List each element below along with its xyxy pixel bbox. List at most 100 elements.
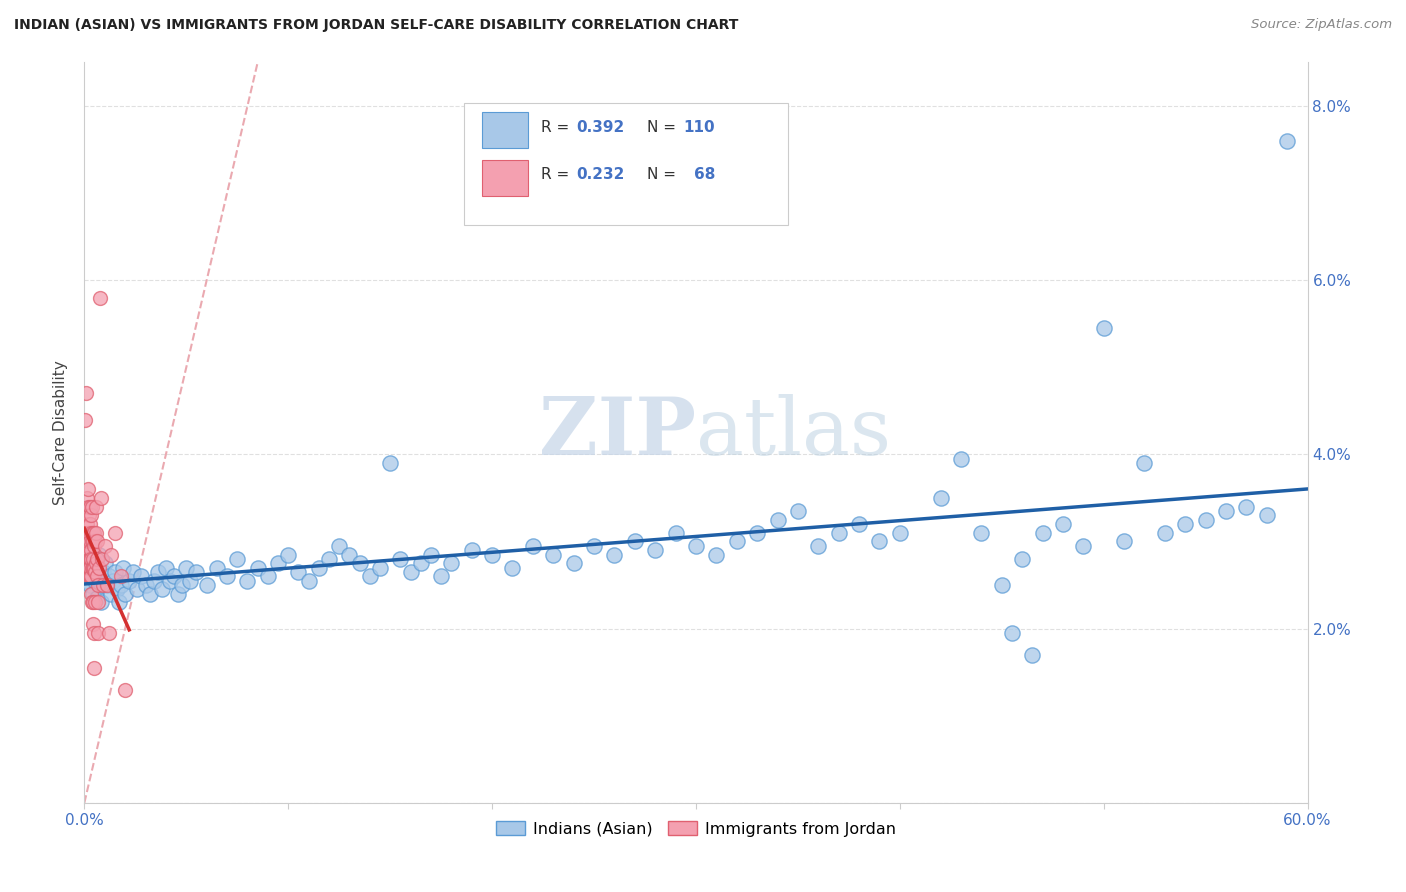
Point bbox=[83, 539, 105, 553]
Point bbox=[97, 569, 120, 583]
Point bbox=[277, 548, 299, 562]
Point bbox=[80, 587, 103, 601]
Point bbox=[77, 534, 100, 549]
Point bbox=[122, 565, 145, 579]
Text: 0.392: 0.392 bbox=[576, 120, 624, 135]
Point bbox=[1092, 321, 1115, 335]
Point bbox=[150, 582, 173, 597]
Point bbox=[1032, 525, 1054, 540]
Point bbox=[84, 500, 107, 514]
Point bbox=[82, 595, 104, 609]
Point bbox=[287, 565, 309, 579]
Point bbox=[80, 534, 103, 549]
Text: N =: N = bbox=[647, 168, 681, 183]
Point bbox=[84, 565, 107, 579]
Point bbox=[747, 525, 769, 540]
Point bbox=[217, 569, 239, 583]
Point bbox=[522, 539, 544, 553]
Point bbox=[82, 587, 104, 601]
Point bbox=[90, 578, 112, 592]
Point bbox=[359, 569, 381, 583]
Point bbox=[889, 525, 911, 540]
Point bbox=[86, 560, 108, 574]
Point bbox=[155, 560, 177, 574]
Point bbox=[848, 517, 870, 532]
Point bbox=[603, 548, 626, 562]
Point bbox=[110, 569, 132, 583]
Point bbox=[80, 569, 103, 583]
Point bbox=[583, 539, 606, 553]
Point bbox=[86, 552, 108, 566]
Point bbox=[380, 456, 402, 470]
Point bbox=[80, 543, 103, 558]
Point bbox=[76, 517, 98, 532]
Text: ZIP: ZIP bbox=[538, 393, 696, 472]
Point bbox=[142, 574, 165, 588]
Point bbox=[318, 552, 340, 566]
Point bbox=[1052, 517, 1074, 532]
Point bbox=[112, 560, 135, 574]
Point bbox=[1277, 134, 1299, 148]
Point bbox=[75, 543, 97, 558]
Point bbox=[1021, 648, 1043, 662]
Point bbox=[91, 565, 114, 579]
Point bbox=[349, 556, 371, 570]
Point bbox=[1256, 508, 1278, 523]
Point bbox=[807, 539, 830, 553]
Point bbox=[138, 587, 160, 601]
Point bbox=[75, 560, 97, 574]
Point bbox=[226, 552, 249, 566]
Point bbox=[76, 525, 98, 540]
Point bbox=[665, 525, 688, 540]
Point bbox=[82, 617, 104, 632]
Point bbox=[131, 569, 153, 583]
Point bbox=[766, 513, 789, 527]
Point bbox=[79, 578, 101, 592]
Point bbox=[368, 560, 391, 574]
Point bbox=[75, 386, 97, 401]
Point bbox=[440, 556, 463, 570]
Point bbox=[172, 578, 194, 592]
Point bbox=[87, 578, 110, 592]
Point bbox=[481, 548, 503, 562]
Point bbox=[246, 560, 269, 574]
Point bbox=[159, 574, 181, 588]
Point bbox=[236, 574, 259, 588]
Point bbox=[80, 500, 103, 514]
Point bbox=[77, 565, 100, 579]
Point bbox=[991, 578, 1014, 592]
Point bbox=[1215, 504, 1237, 518]
Text: N =: N = bbox=[647, 120, 681, 135]
Point bbox=[100, 587, 122, 601]
Point bbox=[82, 552, 104, 566]
Point bbox=[409, 556, 432, 570]
Point bbox=[179, 574, 201, 588]
Point bbox=[75, 574, 97, 588]
Point bbox=[97, 626, 120, 640]
Point bbox=[328, 539, 350, 553]
Point bbox=[205, 560, 228, 574]
Point bbox=[267, 556, 290, 570]
Point bbox=[87, 626, 110, 640]
Point bbox=[84, 556, 107, 570]
Point bbox=[79, 560, 101, 574]
Text: atlas: atlas bbox=[696, 393, 891, 472]
Point bbox=[82, 569, 104, 583]
Y-axis label: Self-Care Disability: Self-Care Disability bbox=[53, 360, 69, 505]
Point bbox=[84, 534, 107, 549]
Point bbox=[90, 552, 112, 566]
Point bbox=[77, 500, 100, 514]
FancyBboxPatch shape bbox=[464, 103, 787, 226]
Point bbox=[108, 595, 131, 609]
Point bbox=[93, 556, 115, 570]
Point bbox=[77, 508, 100, 523]
Point bbox=[298, 574, 321, 588]
Point bbox=[1154, 525, 1177, 540]
Point bbox=[135, 578, 157, 592]
Point bbox=[420, 548, 443, 562]
Point bbox=[110, 578, 132, 592]
Point bbox=[562, 556, 585, 570]
Legend: Indians (Asian), Immigrants from Jordan: Indians (Asian), Immigrants from Jordan bbox=[489, 814, 903, 843]
Point bbox=[1001, 626, 1024, 640]
Point bbox=[83, 552, 105, 566]
